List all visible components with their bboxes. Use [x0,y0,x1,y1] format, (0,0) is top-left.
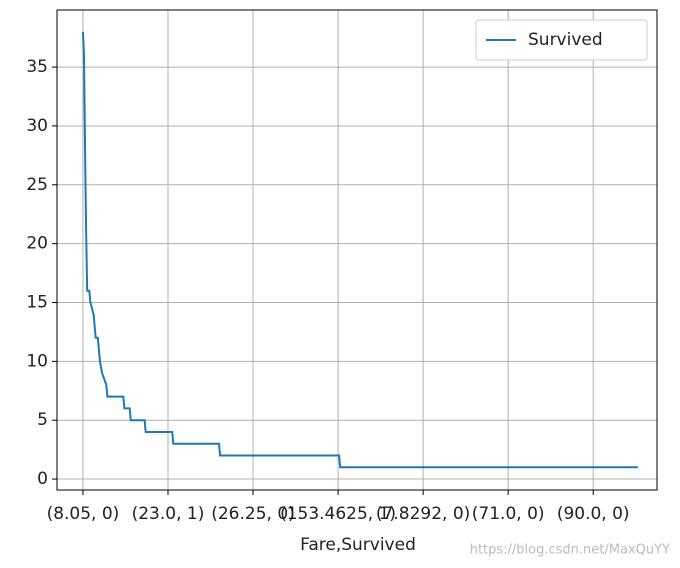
x-tick-label: (71.0, 0) [472,504,545,524]
x-axis-label: Fare,Survived [300,535,416,555]
y-tick-label: 5 [37,410,48,430]
y-tick-label: 30 [26,116,48,136]
legend-box [475,19,648,61]
x-tick-label: (23.0, 1) [132,504,205,524]
y-tick-label: 0 [37,469,48,489]
y-tick-label: 20 [26,234,48,254]
x-tick-label: (8.05, 0) [47,504,120,524]
x-tick-label: (153.4625, 1) [280,504,396,524]
y-tick-label: 15 [26,292,48,312]
watermark: https://blog.csdn.net/MaxQuYY [470,543,670,558]
x-tick-label: (90.0, 0) [557,504,630,524]
line-series [81,31,638,469]
legend: Survived [475,19,648,61]
legend-label: Survived [528,30,603,50]
plot-frame [56,9,658,491]
x-tick-label: (26.25, 0) [211,504,295,524]
y-tick-label: 35 [26,57,48,77]
y-tick-label: 10 [26,351,48,371]
y-tick-label: 25 [26,175,48,195]
x-tick-label: (7.8292, 0) [376,504,470,524]
